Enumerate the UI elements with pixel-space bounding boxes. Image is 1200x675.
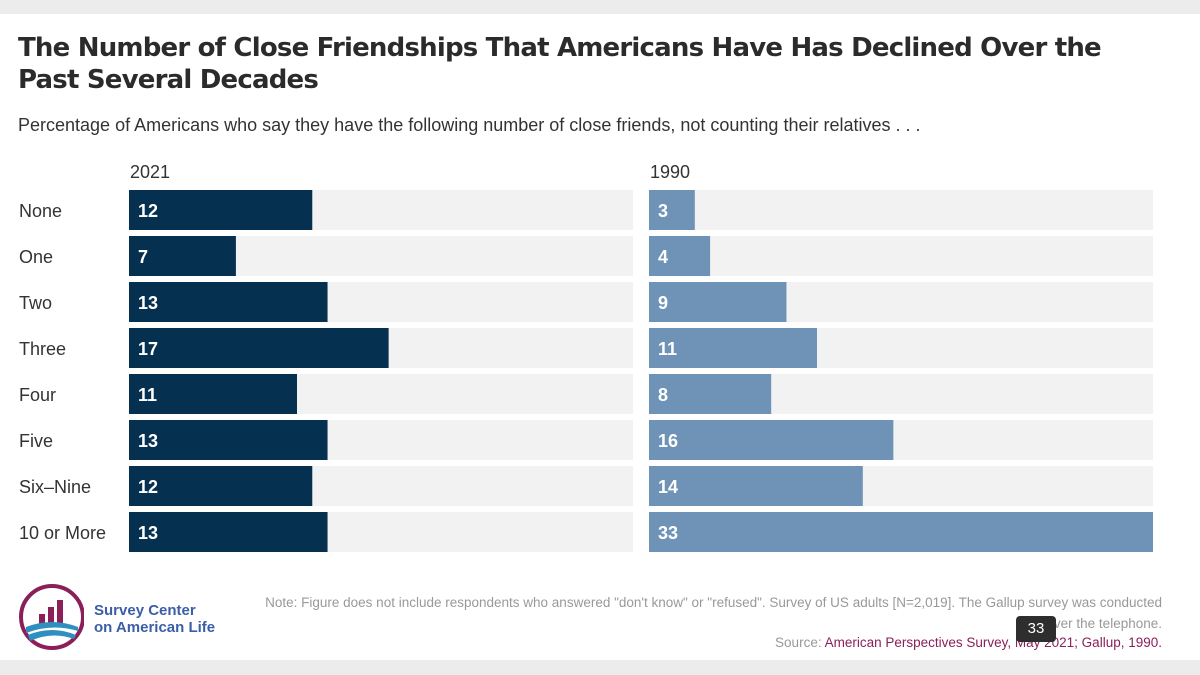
- chart-source: Source: American Perspectives Survey, Ma…: [775, 635, 1162, 650]
- category-label: None: [19, 201, 62, 221]
- bar-value-label: 4: [658, 247, 668, 267]
- bar-value-label: 16: [658, 431, 678, 451]
- category-label: Five: [19, 431, 53, 451]
- bar-value-label: 12: [138, 201, 158, 221]
- logo-icon: [19, 584, 84, 650]
- hover-value-badge: 33: [1016, 616, 1056, 642]
- bar-value-label: 9: [658, 293, 668, 313]
- bar[interactable]: [129, 236, 236, 276]
- bar[interactable]: [129, 512, 328, 552]
- bar-value-label: 12: [138, 477, 158, 497]
- bar[interactable]: [129, 282, 328, 322]
- bar[interactable]: [649, 328, 817, 368]
- bar-value-label: 13: [138, 431, 158, 451]
- bar[interactable]: [129, 420, 328, 460]
- bar-value-label: 11: [138, 385, 157, 405]
- bar-track: [649, 190, 1153, 230]
- category-label: Three: [19, 339, 66, 359]
- category-label: Six–Nine: [19, 477, 91, 497]
- bar-value-label: 8: [658, 385, 668, 405]
- chart-title: The Number of Close Friendships That Ame…: [18, 33, 1102, 95]
- logo-wordmark: Survey Center on American Life: [94, 602, 215, 636]
- bar[interactable]: [129, 466, 313, 506]
- bar[interactable]: [649, 374, 772, 414]
- bar[interactable]: [129, 190, 313, 230]
- panel-label: 1990: [650, 162, 690, 182]
- category-label: Four: [19, 385, 56, 405]
- logo-line-2: on American Life: [94, 619, 216, 636]
- chart-note: Note: Figure does not include respondent…: [265, 595, 1162, 631]
- bar[interactable]: [649, 190, 695, 230]
- bar-value-label: 3: [658, 201, 668, 221]
- bar[interactable]: [649, 282, 787, 322]
- bar-value-label: 17: [138, 339, 158, 359]
- logo-line-1: Survey Center: [94, 602, 196, 619]
- bar-value-label: 13: [138, 523, 158, 543]
- source-prefix: Source:: [775, 635, 825, 650]
- bar-chart: None One Two Three Four Five Six–Nine 10 or Mor…: [19, 162, 1153, 552]
- bar-value-label: 14: [658, 477, 678, 497]
- source-link[interactable]: American Perspectives Survey, May 2021; …: [824, 635, 1162, 650]
- category-label: One: [19, 247, 53, 267]
- bar[interactable]: [649, 512, 1153, 552]
- category-label: 10 or More: [19, 523, 106, 543]
- survey-center-logo[interactable]: Survey Center on American Life: [18, 581, 248, 653]
- category-label: Two: [19, 293, 52, 313]
- bar[interactable]: [129, 328, 389, 368]
- chart-subtitle: Percentage of Americans who say they hav…: [18, 115, 921, 135]
- bar[interactable]: [649, 466, 863, 506]
- bar-track: [649, 236, 1153, 276]
- bar-value-label: 13: [138, 293, 158, 313]
- bar[interactable]: [649, 420, 894, 460]
- panel-label: 2021: [130, 162, 170, 182]
- bar[interactable]: [129, 374, 297, 414]
- chart-card: The Number of Close Friendships That Ame…: [0, 14, 1200, 660]
- bar-value-label: 33: [658, 523, 678, 543]
- bar[interactable]: [649, 236, 711, 276]
- bar-value-label: 7: [138, 247, 148, 267]
- bar-value-label: 11: [658, 339, 677, 359]
